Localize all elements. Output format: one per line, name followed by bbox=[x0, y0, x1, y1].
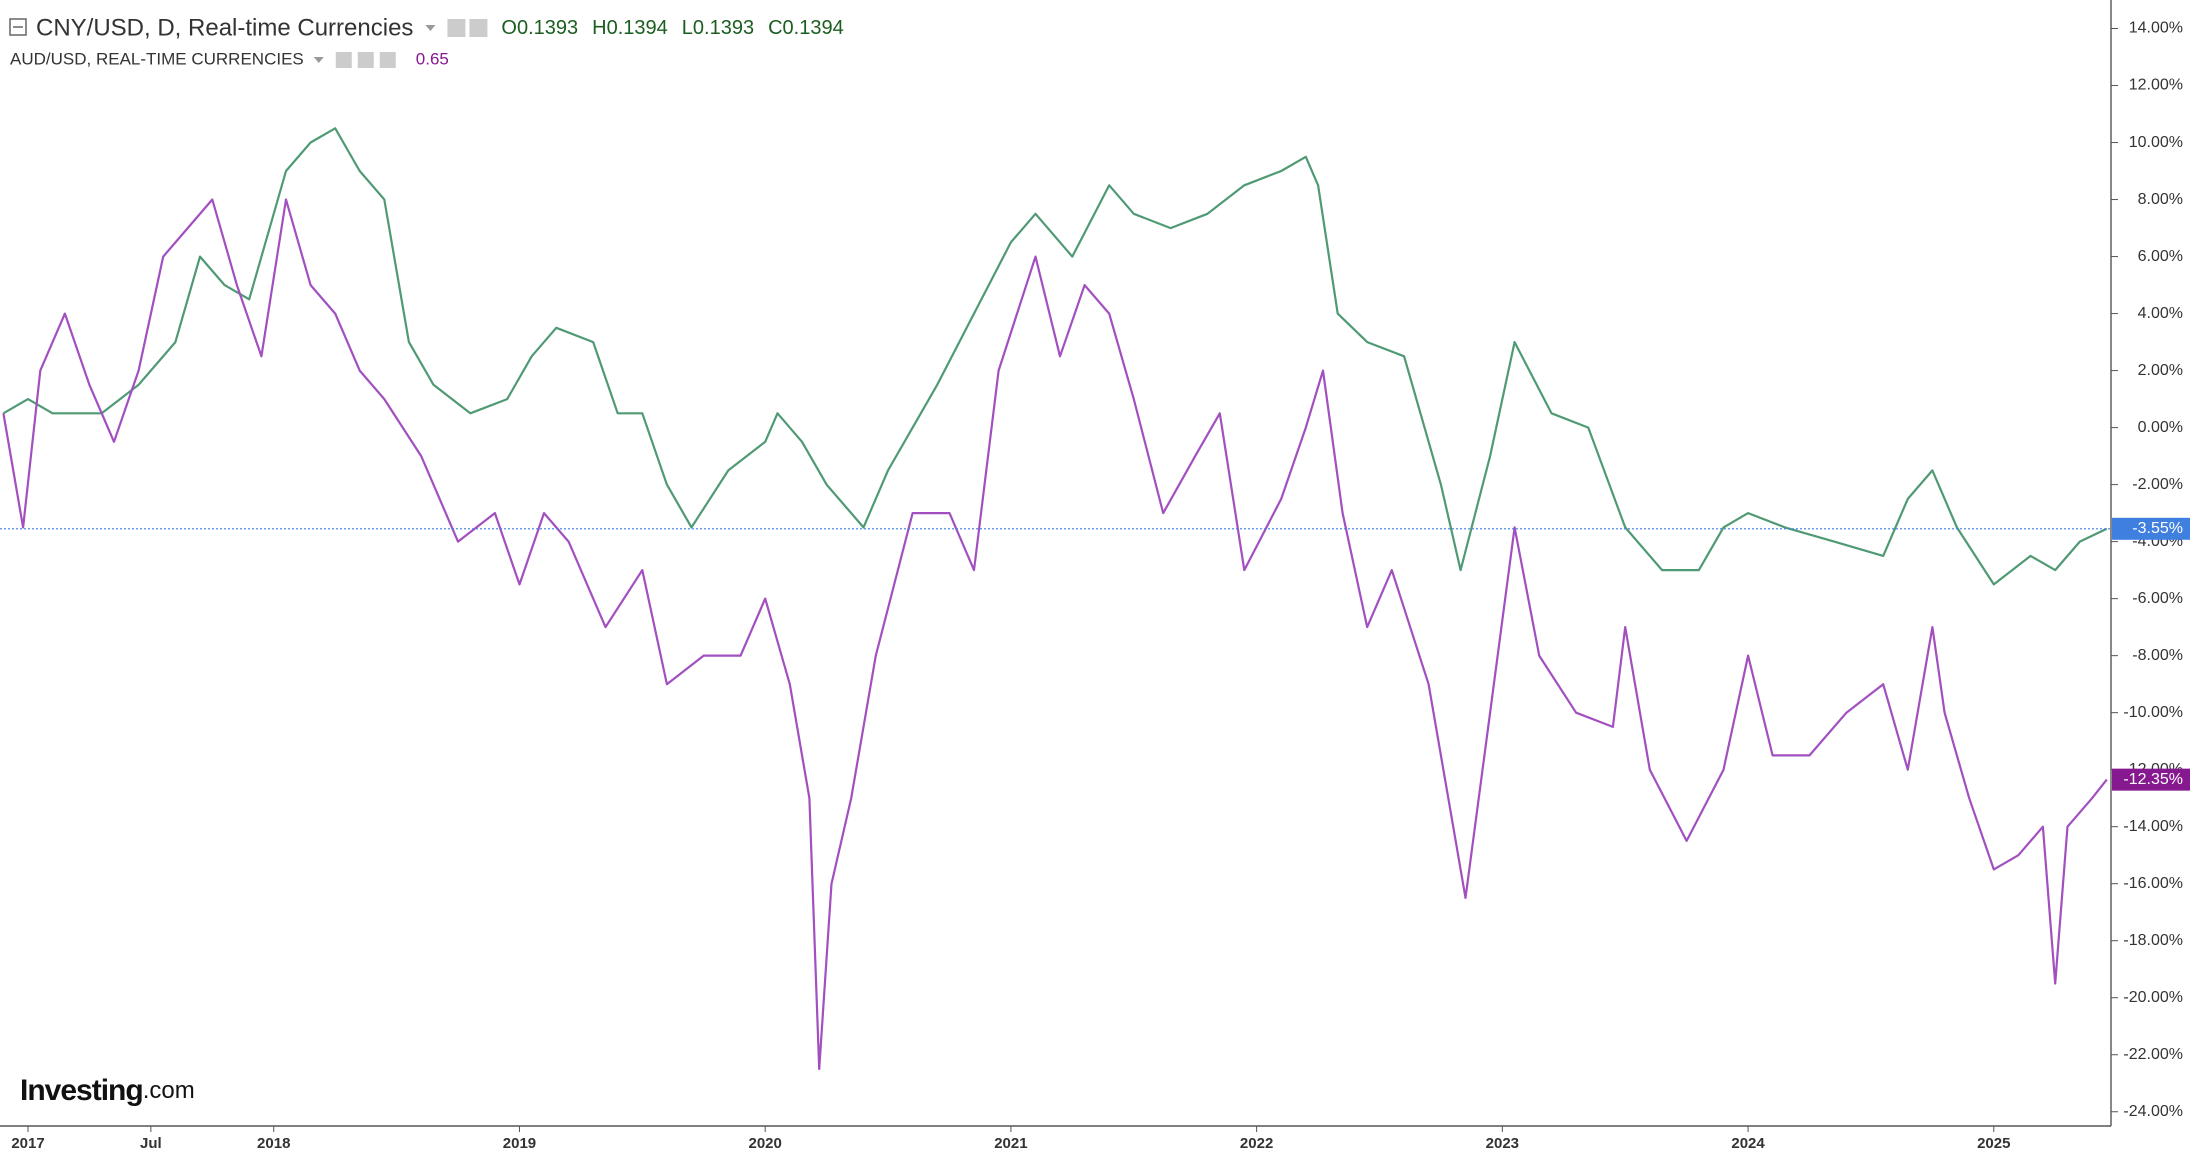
ohlc-value: 0.1394 bbox=[783, 17, 844, 39]
symbol-title: CNY/USD, D, Real-time Currencies bbox=[36, 14, 413, 41]
ohlc-value: 0.1393 bbox=[517, 17, 578, 39]
last-value-label: -12.35% bbox=[2123, 771, 2183, 788]
plot-area bbox=[0, 127, 2111, 1071]
remove-icon[interactable] bbox=[379, 52, 396, 68]
x-tick-label: 2017 bbox=[11, 1135, 44, 1152]
x-tick-label: 2020 bbox=[748, 1135, 781, 1152]
ohlc-item: O0.1393 bbox=[501, 17, 578, 39]
y-tick-label: 10.00% bbox=[2129, 134, 2183, 151]
ohlc-label: H bbox=[592, 17, 606, 39]
y-tick-label: 8.00% bbox=[2138, 191, 2183, 208]
y-tick-label: -2.00% bbox=[2132, 476, 2183, 493]
x-tick-label: 2019 bbox=[503, 1135, 536, 1152]
ohlc-label: C bbox=[768, 17, 782, 39]
y-tick-label: -22.00% bbox=[2123, 1046, 2183, 1063]
ohlc-label: O bbox=[501, 17, 517, 39]
overlay-value: 0.65 bbox=[416, 49, 449, 68]
series-line bbox=[2, 127, 2108, 586]
ohlc-value: 0.1394 bbox=[607, 17, 668, 39]
ohlc-value: 0.1393 bbox=[693, 17, 754, 39]
x-tick-label: 2023 bbox=[1486, 1135, 1519, 1152]
last-value-label: -3.55% bbox=[2132, 520, 2183, 537]
settings-icon[interactable] bbox=[469, 19, 488, 37]
brand-logo: Investing.com bbox=[20, 1074, 195, 1107]
y-tick-label: 0.00% bbox=[2138, 419, 2183, 436]
ohlc-item: C0.1394 bbox=[768, 17, 844, 39]
brand-suffix: .com bbox=[143, 1077, 195, 1104]
x-tick-label: 2018 bbox=[257, 1135, 290, 1152]
dropdown-icon bbox=[425, 25, 436, 31]
x-tick-label: 2022 bbox=[1240, 1135, 1273, 1152]
y-tick-label: 14.00% bbox=[2129, 20, 2183, 37]
y-tick-label: 4.00% bbox=[2138, 305, 2183, 322]
y-tick-label: -14.00% bbox=[2123, 818, 2183, 835]
y-tick-label: -10.00% bbox=[2123, 704, 2183, 721]
y-tick-label: -24.00% bbox=[2123, 1103, 2183, 1120]
y-tick-label: 6.00% bbox=[2138, 248, 2183, 265]
settings-icon[interactable] bbox=[357, 52, 374, 68]
ohlc-label: L bbox=[682, 17, 693, 39]
collapse-icon[interactable] bbox=[9, 18, 27, 36]
dropdown-icon bbox=[313, 57, 324, 63]
x-tick-label: 2021 bbox=[994, 1135, 1027, 1152]
y-tick-label: -18.00% bbox=[2123, 932, 2183, 949]
overlay-title: AUD/USD, REAL-TIME CURRENCIES bbox=[10, 49, 304, 68]
visibility-icon[interactable] bbox=[335, 52, 352, 68]
y-tick-label: -6.00% bbox=[2132, 590, 2183, 607]
ohlc-item: H0.1394 bbox=[592, 17, 668, 39]
visibility-icon[interactable] bbox=[447, 19, 466, 37]
ohlc-values: O0.1393 H0.1394 L0.1393 C0.1394 bbox=[501, 17, 843, 39]
x-tick-label: 2024 bbox=[1731, 1135, 1765, 1152]
series-line bbox=[2, 198, 2108, 1071]
last-value-badge bbox=[2112, 768, 2190, 791]
y-tick-label: -8.00% bbox=[2132, 647, 2183, 664]
brand-name: Investing bbox=[20, 1074, 143, 1107]
y-tick-label: -16.00% bbox=[2123, 875, 2183, 892]
y-tick-label: 2.00% bbox=[2138, 362, 2183, 379]
x-tick-label: Jul bbox=[140, 1135, 162, 1152]
y-tick-label: 12.00% bbox=[2129, 77, 2183, 94]
x-tick-label: 2025 bbox=[1977, 1135, 2010, 1152]
ohlc-item: L0.1393 bbox=[682, 17, 754, 39]
y-tick-label: -20.00% bbox=[2123, 989, 2183, 1006]
last-value-badge bbox=[2112, 517, 2190, 540]
